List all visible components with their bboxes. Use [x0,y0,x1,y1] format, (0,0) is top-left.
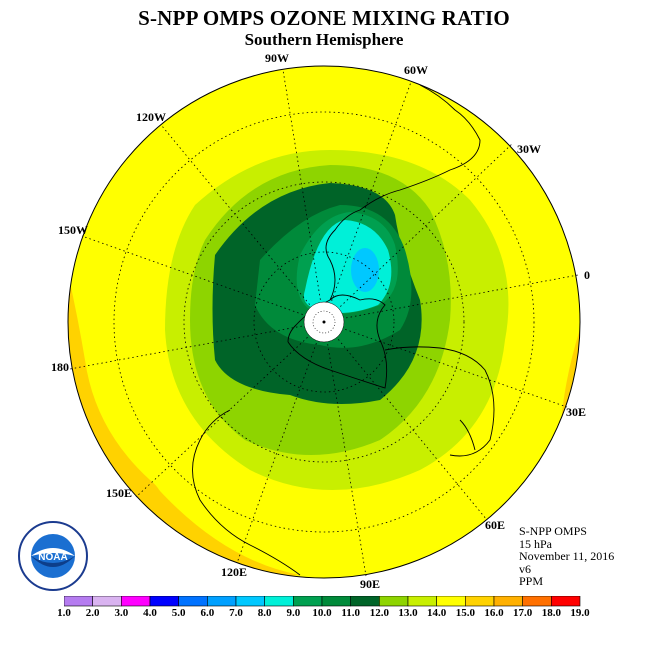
lon-label-120w: 120W [136,110,166,124]
colorbar-tick-label: 16.0 [484,607,504,619]
colorbar-tick-label: 19.0 [570,607,590,619]
lon-label-120e: 120E [221,565,248,579]
graticule [69,69,579,577]
colorbar-box [149,596,179,607]
noaa-logo: NOAA [18,521,88,591]
noaa-logo-text: NOAA [38,552,67,563]
colorbar-box [407,596,437,607]
colorbar-tick-label: 1.0 [57,607,71,619]
colorbar-box [551,596,581,607]
colorbar-box [235,596,265,607]
colorbar-box [264,596,294,607]
colorbar-box [350,596,380,607]
colorbar-tick-label: 17.0 [513,607,533,619]
lon-label-90e: 90E [360,577,381,591]
colorbar-box [92,596,122,607]
colorbar-tick-label: 11.0 [341,607,360,619]
colorbar-tick-label: 2.0 [85,607,100,619]
colorbar-box [522,596,552,607]
colorbar-box [321,596,351,607]
info-level: 15 hPa [519,536,552,551]
colorbar-tick-label: 3.0 [114,607,129,619]
info-instrument: S-NPP OMPS [519,524,587,538]
colorbar-box [178,596,208,607]
lon-label-0: 0 [584,268,590,282]
colorbar-tick-label: 15.0 [455,607,475,619]
colorbar-tick-label: 5.0 [171,607,186,619]
colorbar-box [64,596,93,607]
lon-label-30w: 30W [517,142,541,156]
lon-label-150e: 150E [106,486,133,500]
colorbar-tick-label: 18.0 [541,607,561,619]
colorbar-tick-label: 8.0 [257,607,272,619]
colorbar-tick-label: 13.0 [398,607,418,619]
colorbar-box [293,596,323,607]
page-subtitle: Southern Hemisphere [244,30,404,49]
colorbar-tick-label: 14.0 [427,607,447,619]
page-title: S-NPP OMPS OZONE MIXING RATIO [138,6,510,30]
colorbar-box [493,596,523,607]
lon-label-90w: 90W [265,51,289,65]
colorbar-tick-label: 6.0 [200,607,215,619]
info-version: v6 [519,561,531,576]
info-date: November 11, 2016 [519,549,615,563]
colorbar-tick-label: 4.0 [143,607,157,619]
lon-label-60e: 60E [485,518,506,532]
map-border [67,65,581,579]
colorbar-tick-label: 9.0 [286,607,301,619]
colorbar-box [465,596,495,607]
colorbar-box [121,596,151,607]
colorbar-box [379,596,409,607]
info-block: S-NPP OMPS 15 hPa November 11, 2016 v6 P… [519,525,614,588]
lon-label-150w: 150W [58,223,88,237]
lon-label-180: 180 [51,360,69,374]
lon-label-30e: 30E [566,405,587,419]
colorbar-box [207,596,237,607]
colorbar [64,596,581,607]
colorbar-tick-label: 7.0 [229,607,243,619]
colorbar-box [436,596,466,607]
lon-label-60w: 60W [404,63,428,77]
colorbar-tick-label: 10.0 [312,607,332,619]
colorbar-tick-label: 12.0 [369,607,389,619]
info-units: PPM [519,574,544,588]
